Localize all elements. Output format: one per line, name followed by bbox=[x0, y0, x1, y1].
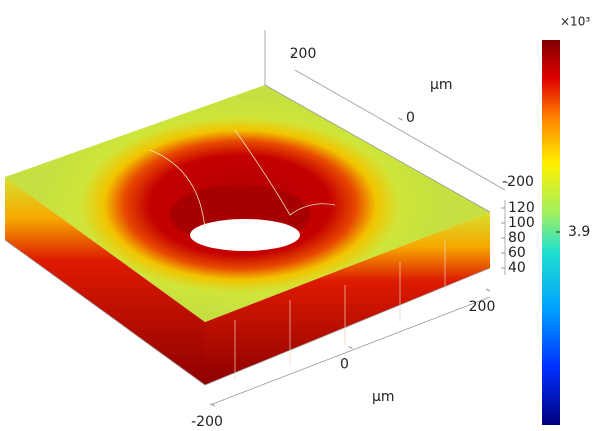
tick-mark bbox=[505, 181, 511, 185]
tick-mark bbox=[290, 53, 296, 57]
z-tick-label: 60 bbox=[508, 245, 526, 261]
z-tick-label: 40 bbox=[508, 260, 526, 276]
y-tick-label: 0 bbox=[406, 110, 415, 126]
tick-mark bbox=[485, 288, 491, 292]
colorbar-multiplier: ×10³ bbox=[560, 15, 590, 29]
y-tick-label: 200 bbox=[290, 46, 317, 62]
x-tick-label: 200 bbox=[469, 299, 496, 315]
z-tick-label: 120 bbox=[508, 200, 535, 216]
colorbar bbox=[542, 40, 560, 425]
block bbox=[4, 30, 506, 406]
x-tick-label: -200 bbox=[191, 414, 223, 430]
z-tick-label: 80 bbox=[508, 230, 526, 246]
tick-mark bbox=[398, 117, 403, 121]
tick-mark bbox=[348, 346, 353, 349]
x-axis-label: μm bbox=[372, 389, 395, 405]
y-tick-label: -200 bbox=[502, 174, 534, 190]
z-tick-label: 100 bbox=[508, 215, 535, 231]
tick-mark bbox=[210, 403, 216, 407]
colorbar-tick-label: 3.9 bbox=[568, 224, 590, 240]
x-tick-label: 0 bbox=[340, 357, 349, 373]
y-axis-label: μm bbox=[430, 77, 453, 93]
